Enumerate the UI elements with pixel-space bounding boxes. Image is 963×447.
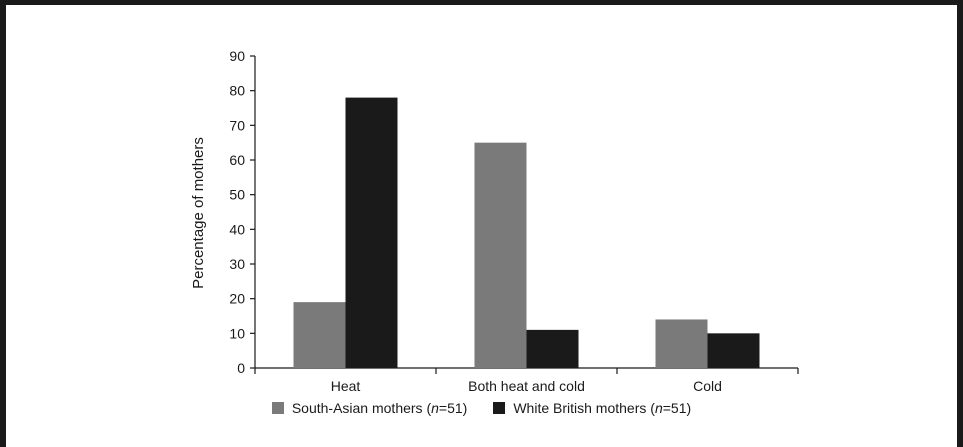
bar [345, 97, 398, 368]
y-tick-label: 50 [229, 187, 245, 203]
x-axis: Heat Both heat and cold Cold [254, 367, 799, 394]
y-axis-label: Percentage of mothers [190, 137, 207, 289]
y-tick-label: 60 [229, 152, 245, 168]
bar [707, 333, 760, 368]
x-tick-label: Heat [331, 378, 361, 394]
legend-label-south-asian: South-Asian mothers (n=51) [291, 400, 468, 416]
legend-swatch-south-asian [271, 402, 284, 414]
x-tick-label: Both heat and cold [468, 378, 585, 394]
legend-swatch-white-british [493, 402, 506, 414]
legend: South-Asian mothers (n=51) White British… [0, 400, 963, 416]
legend-item-south-asian: South-Asian mothers (n=51) [271, 400, 468, 416]
y-tick-label: 80 [229, 83, 245, 99]
y-tick-label: 20 [229, 291, 245, 307]
y-tick-label: 10 [229, 325, 245, 341]
bar [293, 302, 346, 368]
y-tick-label: 30 [229, 256, 245, 272]
legend-item-white-british: White British mothers (n=51) [493, 400, 691, 416]
y-tick-label: 70 [229, 117, 245, 133]
bar [526, 329, 579, 368]
legend-label-white-british: White British mothers (n=51) [513, 400, 692, 416]
bars [293, 97, 760, 368]
y-tick-label: 0 [237, 360, 245, 376]
y-axis: 0 10 20 30 40 50 60 70 80 90 [229, 48, 256, 376]
x-tick-label: Cold [693, 378, 722, 394]
bar [474, 142, 527, 368]
y-tick-label: 90 [229, 48, 245, 64]
y-tick-label: 40 [229, 221, 245, 237]
bar [655, 319, 708, 368]
